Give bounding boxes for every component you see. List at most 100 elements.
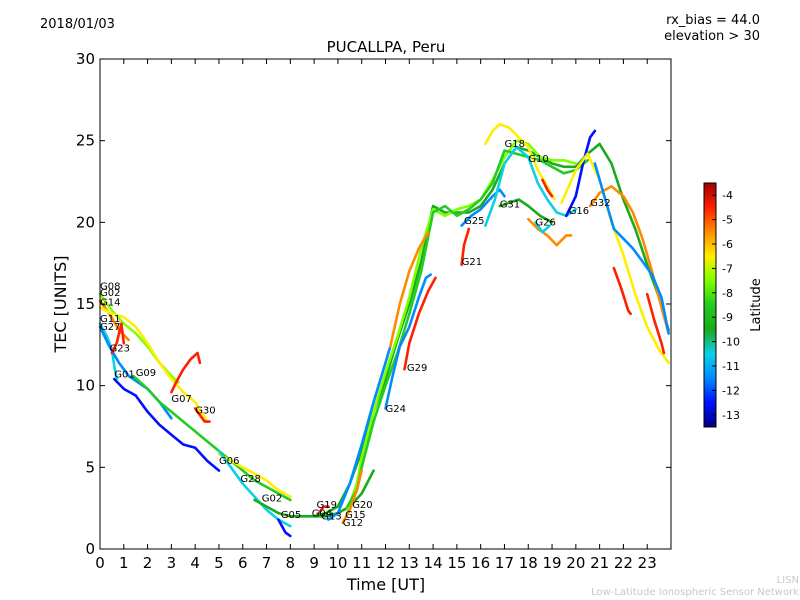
x-tick-label: 13 — [400, 554, 419, 572]
x-tick-label: 22 — [614, 554, 633, 572]
y-tick-label: 25 — [76, 132, 95, 150]
colorbar-tick-label: -7 — [722, 262, 733, 275]
y-axis: 0 5 10 15 20 25 30 — [76, 50, 671, 558]
x-tick-label: 15 — [447, 554, 466, 572]
tec-track-g25 — [460, 188, 506, 227]
x-tick-label: 12 — [376, 554, 395, 572]
sat-label-g31: G31 — [500, 200, 520, 211]
y-tick-label: 15 — [76, 295, 95, 313]
sat-label-g07: G07 — [171, 394, 191, 405]
sat-label-g05: G05 — [281, 510, 301, 521]
tec-track-g04 — [312, 142, 670, 518]
sat-label-g27: G27 — [100, 322, 120, 333]
tec-track-g10 — [484, 145, 578, 227]
sat-label-g19: G19 — [317, 500, 337, 511]
sat-label-g20: G20 — [352, 500, 372, 511]
tec-track-g09 — [132, 374, 292, 502]
tec-track-g31 — [498, 198, 554, 224]
tec-track-g06 — [217, 453, 292, 498]
y-tick-label: 10 — [76, 377, 95, 395]
sat-label-g13: G13 — [321, 512, 341, 523]
tec-track-g24 — [384, 273, 432, 410]
x-tick-label: 11 — [352, 554, 371, 572]
sat-label-g28: G28 — [240, 474, 260, 485]
sat-label-g04: G04 — [312, 508, 332, 519]
x-tick-label: 6 — [238, 554, 248, 572]
x-tick-label: 16 — [471, 554, 490, 572]
x-tick-label: 5 — [214, 554, 224, 572]
colorbar-tick-label: -13 — [722, 409, 740, 422]
colorbar-tick-label: -6 — [722, 238, 733, 251]
sat-label-g02: G02 — [262, 494, 282, 505]
tec-track-g13 — [327, 345, 392, 521]
colorbar-tick-label: -4 — [722, 189, 733, 202]
tec-track-g01 — [113, 377, 221, 472]
tec-track-g26 — [527, 217, 573, 247]
sat-label-g10: G10 — [528, 154, 548, 165]
x-tick-label: 21 — [590, 554, 609, 572]
tec-track-g05 — [277, 518, 292, 538]
sat-label-g30: G30 — [195, 405, 215, 416]
x-tick-label: 3 — [167, 554, 177, 572]
x-tick-label: 9 — [309, 554, 319, 572]
x-tick-label: 4 — [190, 554, 200, 572]
tec-track-g29 — [403, 276, 437, 371]
x-tick-label: 23 — [638, 554, 657, 572]
sat-label-g08: G08 — [100, 281, 120, 292]
x-axis: 0 1 2 3 4 5 6 7 8 9 10 11 12 13 14 15 16 17 18 19 20 21 22 23 — [95, 59, 657, 572]
sat-label-g29: G29 — [407, 363, 427, 374]
x-tick-label: 17 — [495, 554, 514, 572]
x-tick-label: 14 — [424, 554, 443, 572]
x-tick-label: 8 — [286, 554, 296, 572]
colorbar-label: Latitude — [749, 278, 764, 332]
tec-track-g08 — [98, 292, 180, 384]
tec-track-g32b — [560, 152, 670, 365]
sat-label-g32: G32 — [590, 198, 610, 209]
y-tick-label: 30 — [76, 50, 95, 68]
sat-label-g23: G23 — [110, 343, 130, 354]
x-tick-label: 19 — [542, 554, 561, 572]
footer-org-short: LISN — [776, 575, 799, 586]
tec-track-g10b — [541, 178, 554, 198]
y-axis-label: TEC [UNITS] — [51, 256, 70, 354]
colorbar-tick-label: -10 — [722, 336, 740, 349]
sat-label-g18: G18 — [505, 139, 525, 150]
sat-label-g14: G14 — [100, 298, 120, 309]
tec-track-g21 — [460, 227, 471, 267]
tec-track-g20 — [346, 149, 589, 508]
tec-track-g14 — [98, 306, 209, 423]
tec-track-g19 — [317, 505, 330, 515]
chart-title: PUCALLPA, Peru — [327, 38, 446, 56]
footer-org-full: Low-Latitude Ionospheric Sensor Network — [591, 587, 799, 598]
sat-label-g02: G02 — [100, 288, 120, 299]
sat-label-g21: G21 — [462, 257, 482, 268]
sat-label-g24: G24 — [386, 404, 406, 415]
colorbar-tick-label: -8 — [722, 287, 733, 300]
colorbar-tick-label: -11 — [722, 360, 740, 373]
series-layer — [98, 123, 670, 538]
tec-track-g12 — [341, 469, 363, 525]
sat-label-g15: G15 — [345, 510, 365, 521]
x-tick-label: 1 — [119, 554, 129, 572]
tec-track-g23 — [110, 322, 126, 355]
sat-label-g12: G12 — [343, 518, 363, 529]
elevation-label: elevation > 30 — [664, 29, 760, 44]
sat-label-g09: G09 — [136, 368, 156, 379]
sat-label-g06: G06 — [219, 456, 239, 467]
tec-track-g29b — [389, 230, 430, 348]
x-tick-label: 18 — [519, 554, 538, 572]
tec-track-g30 — [193, 407, 211, 423]
x-tick-label: 10 — [328, 554, 347, 572]
x-tick-label: 7 — [262, 554, 272, 572]
y-tick-label: 0 — [85, 540, 95, 558]
y-tick-label: 20 — [76, 213, 95, 231]
tec-track-g07 — [170, 351, 202, 394]
colorbar-tick-label: -5 — [722, 214, 733, 227]
sat-label-g01: G01 — [114, 370, 134, 381]
x-tick-label: 20 — [566, 554, 585, 572]
sat-label-g11: G11 — [100, 314, 120, 325]
tec-track-g16 — [565, 129, 597, 218]
sat-label-g26: G26 — [535, 218, 555, 229]
